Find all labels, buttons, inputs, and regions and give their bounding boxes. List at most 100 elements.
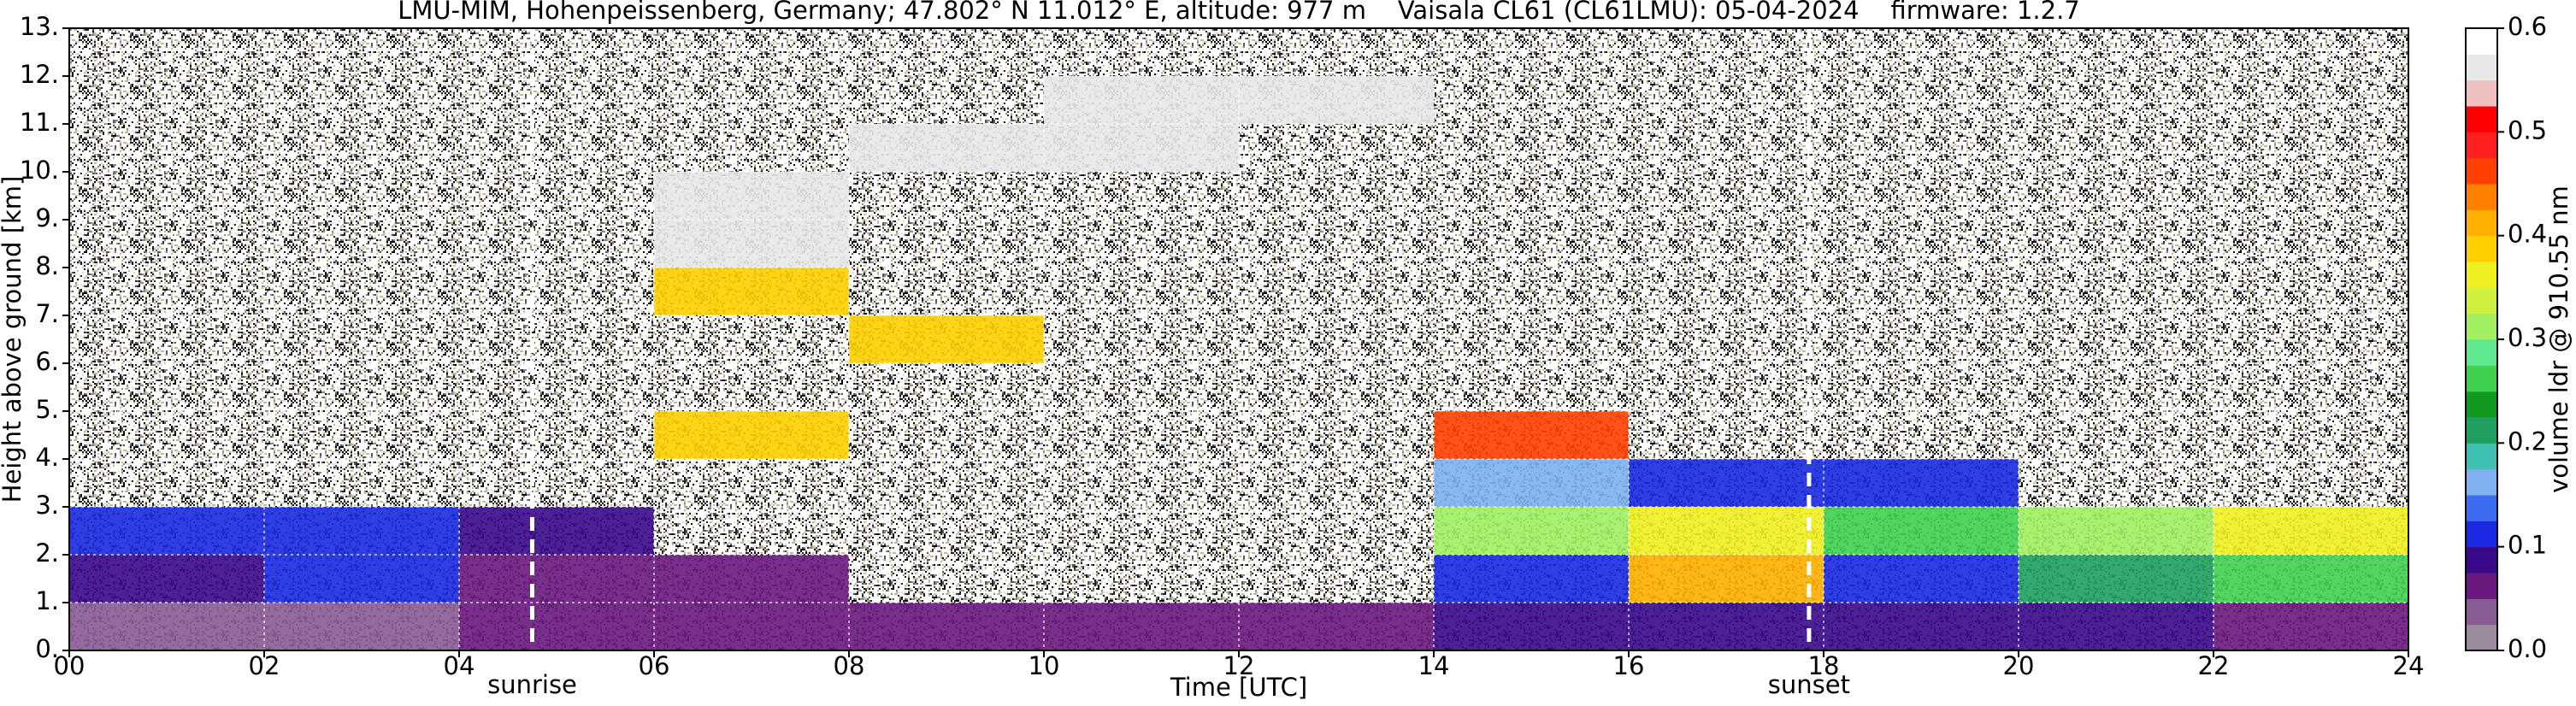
colorbar-swatch bbox=[2466, 235, 2497, 262]
heatmap-cell bbox=[1239, 76, 1434, 124]
colorbar-tick-label: 0.4 bbox=[2508, 220, 2547, 249]
colorbar-swatch bbox=[2466, 521, 2497, 548]
annotation-label: sunrise bbox=[487, 670, 577, 699]
heatmap-cell bbox=[264, 507, 459, 555]
colorbar-swatch bbox=[2466, 79, 2497, 107]
heatmap-cell bbox=[69, 603, 264, 650]
x-tick-label: 12 bbox=[1223, 651, 1255, 680]
colorbar-swatch bbox=[2466, 339, 2497, 366]
x-tick-label: 04 bbox=[444, 651, 475, 680]
y-tick-label: 6. bbox=[35, 347, 59, 376]
heatmap-cell bbox=[849, 603, 1044, 650]
heatmap-cell bbox=[1824, 459, 2019, 507]
heatmap-cell bbox=[1434, 507, 1629, 555]
colorbar-tick-label: 0.0 bbox=[2508, 634, 2547, 663]
x-tick-label: 10 bbox=[1029, 651, 1060, 680]
y-tick-label: 8. bbox=[35, 251, 59, 280]
heatmap-cell bbox=[459, 603, 654, 650]
colorbar-label: volume ldr @ 910.55 nm bbox=[2544, 185, 2573, 493]
heatmap-cell bbox=[1044, 603, 1239, 650]
colorbar-swatch bbox=[2466, 313, 2497, 340]
heatmap-cell bbox=[1629, 459, 1824, 507]
y-tick-label: 3. bbox=[35, 491, 59, 520]
colorbar-swatch bbox=[2466, 132, 2497, 159]
chart-title: LMU-MIM, Hohenpeissenberg, Germany; 47.8… bbox=[398, 0, 2080, 25]
colorbar-swatch bbox=[2466, 598, 2497, 626]
heatmap-cell bbox=[2019, 555, 2213, 603]
x-tick-label: 24 bbox=[2393, 651, 2425, 680]
heatmap-cell bbox=[654, 220, 849, 268]
heatmap-cell bbox=[654, 555, 849, 603]
x-tick-label: 16 bbox=[1613, 651, 1645, 680]
y-tick-label: 0. bbox=[35, 634, 59, 663]
heatmap-cell bbox=[2213, 507, 2408, 555]
colorbar-swatch bbox=[2466, 468, 2497, 496]
colorbar-swatch bbox=[2466, 184, 2497, 210]
heatmap-cell bbox=[1629, 507, 1824, 555]
heatmap-cell bbox=[1824, 603, 2019, 650]
colorbar-tick-label: 0.5 bbox=[2508, 115, 2547, 144]
heatmap-cell bbox=[1824, 507, 2019, 555]
heatmap-cell bbox=[1044, 124, 1239, 172]
y-tick-label: 12. bbox=[20, 60, 59, 89]
y-tick-label: 1. bbox=[35, 586, 59, 615]
heatmap-cell bbox=[1434, 555, 1629, 603]
x-tick-label: 14 bbox=[1418, 651, 1450, 680]
x-tick-label: 22 bbox=[2198, 651, 2230, 680]
heatmap-cell bbox=[849, 315, 1044, 363]
x-tick-label: 02 bbox=[249, 651, 280, 680]
heatmap-cell bbox=[459, 555, 654, 603]
heatmap-cell bbox=[654, 411, 849, 459]
colorbar-swatch bbox=[2466, 391, 2497, 418]
heatmap-cell bbox=[264, 603, 459, 650]
colorbar-swatch bbox=[2466, 262, 2497, 288]
y-tick-label: 11. bbox=[20, 108, 59, 137]
colorbar-swatch bbox=[2466, 573, 2497, 599]
heatmap-cell bbox=[654, 268, 849, 315]
colorbar-tick-label: 0.6 bbox=[2508, 12, 2547, 41]
heatmap-cell bbox=[1434, 459, 1629, 507]
colorbar-swatch bbox=[2466, 417, 2497, 444]
heatmap-cell bbox=[459, 507, 654, 555]
colorbar-swatch bbox=[2466, 495, 2497, 521]
colorbar-swatch bbox=[2466, 106, 2497, 132]
colorbar-swatch bbox=[2466, 443, 2497, 470]
heatmap-cell bbox=[69, 555, 264, 603]
colorbar-swatch bbox=[2466, 209, 2497, 237]
y-tick-label: 9. bbox=[35, 203, 59, 232]
heatmap-cell bbox=[2019, 507, 2213, 555]
heatmap-cell bbox=[1239, 603, 1434, 650]
y-axis-label: Height above ground [km] bbox=[0, 176, 27, 503]
colorbar-swatch bbox=[2466, 54, 2497, 81]
colorbar-tick-label: 0.2 bbox=[2508, 427, 2547, 456]
heatmap-cell bbox=[69, 507, 264, 555]
x-tick-label: 18 bbox=[1808, 651, 1840, 680]
colorbar-swatch bbox=[2466, 365, 2497, 392]
heatmap-cell bbox=[654, 172, 849, 220]
x-axis-label: Time [UTC] bbox=[1170, 673, 1307, 702]
colorbar-tick-label: 0.1 bbox=[2508, 531, 2547, 560]
heatmap-cell bbox=[1824, 555, 2019, 603]
x-tick-label: 08 bbox=[834, 651, 865, 680]
y-tick-label: 10. bbox=[20, 156, 59, 185]
y-tick-label: 2. bbox=[35, 538, 59, 568]
y-tick-label: 7. bbox=[35, 299, 59, 328]
heatmap-cell bbox=[264, 555, 459, 603]
colorbar-swatch bbox=[2466, 546, 2497, 574]
heatmap-cell bbox=[1629, 603, 1824, 650]
colorbar-swatch bbox=[2466, 624, 2497, 651]
y-tick-label: 4. bbox=[35, 443, 59, 472]
heatmap-cell bbox=[2213, 555, 2408, 603]
colorbar-tick-label: 0.3 bbox=[2508, 323, 2547, 352]
heatmap-cell bbox=[1044, 76, 1239, 124]
heatmap-cell bbox=[2213, 603, 2408, 650]
heatmap-cell bbox=[1629, 555, 1824, 603]
colorbar-swatch bbox=[2466, 287, 2497, 315]
x-tick-label: 00 bbox=[54, 651, 85, 680]
y-tick-label: 13. bbox=[20, 12, 59, 41]
heatmap-cell bbox=[1434, 603, 1629, 650]
colorbar-swatch bbox=[2466, 28, 2497, 55]
heatmap-cell bbox=[1434, 411, 1629, 459]
y-tick-label: 5. bbox=[35, 395, 59, 424]
